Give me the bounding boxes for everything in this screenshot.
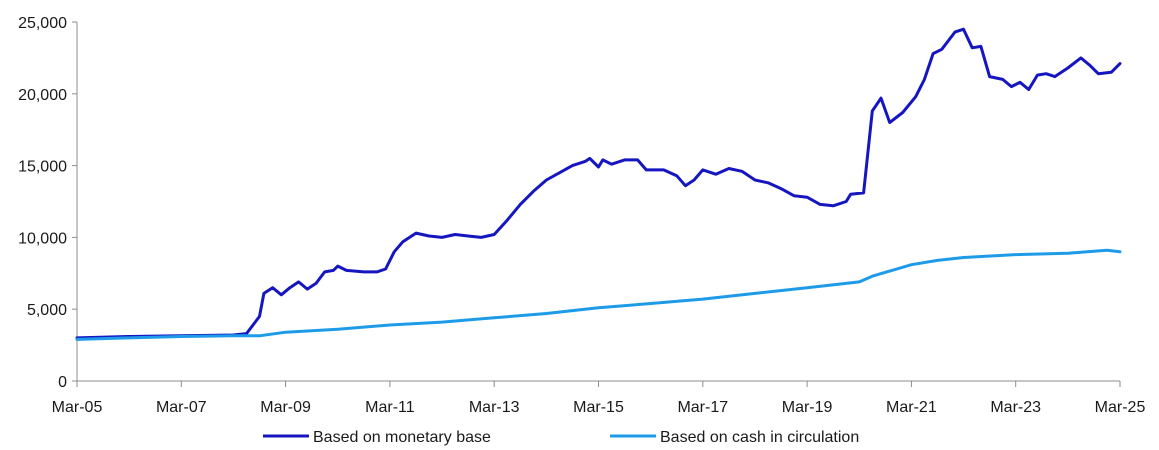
x-tick-label: Mar-11 — [365, 399, 415, 416]
series-layer — [75, 27, 1122, 341]
x-tick-label: Mar-19 — [782, 399, 833, 416]
x-tick-label: Mar-05 — [52, 399, 103, 416]
x-tick-label: Mar-17 — [677, 399, 728, 416]
x-tick-label: Mar-07 — [156, 399, 207, 416]
y-tick-label: 10,000 — [18, 230, 67, 247]
y-tick-label: 25,000 — [18, 15, 67, 32]
legend-label: Based on monetary base — [313, 429, 491, 446]
x-tick-label: Mar-25 — [1095, 399, 1146, 416]
axes: 0 5,000 10,000 15,000 20,000 25,000 Mar-05 Mar-… — [18, 15, 1145, 416]
y-tick-label: 15,000 — [18, 159, 67, 176]
y-tick-label: 20,000 — [18, 87, 67, 104]
series-line-monetary-base — [75, 27, 1122, 340]
x-tick-label: Mar-23 — [990, 399, 1041, 416]
x-tick-label: Mar-09 — [260, 399, 311, 416]
x-tick-label: Mar-15 — [573, 399, 624, 416]
x-tick-label: Mar-21 — [886, 399, 937, 416]
legend: Based on monetary base Based on cash in c… — [263, 429, 859, 446]
y-tick-label: 0 — [58, 374, 67, 391]
y-tick-label: 5,000 — [27, 302, 67, 319]
series-line-cash-in-circulation — [75, 248, 1122, 341]
x-tick-label: Mar-13 — [469, 399, 520, 416]
legend-label: Based on cash in circulation — [660, 429, 859, 446]
